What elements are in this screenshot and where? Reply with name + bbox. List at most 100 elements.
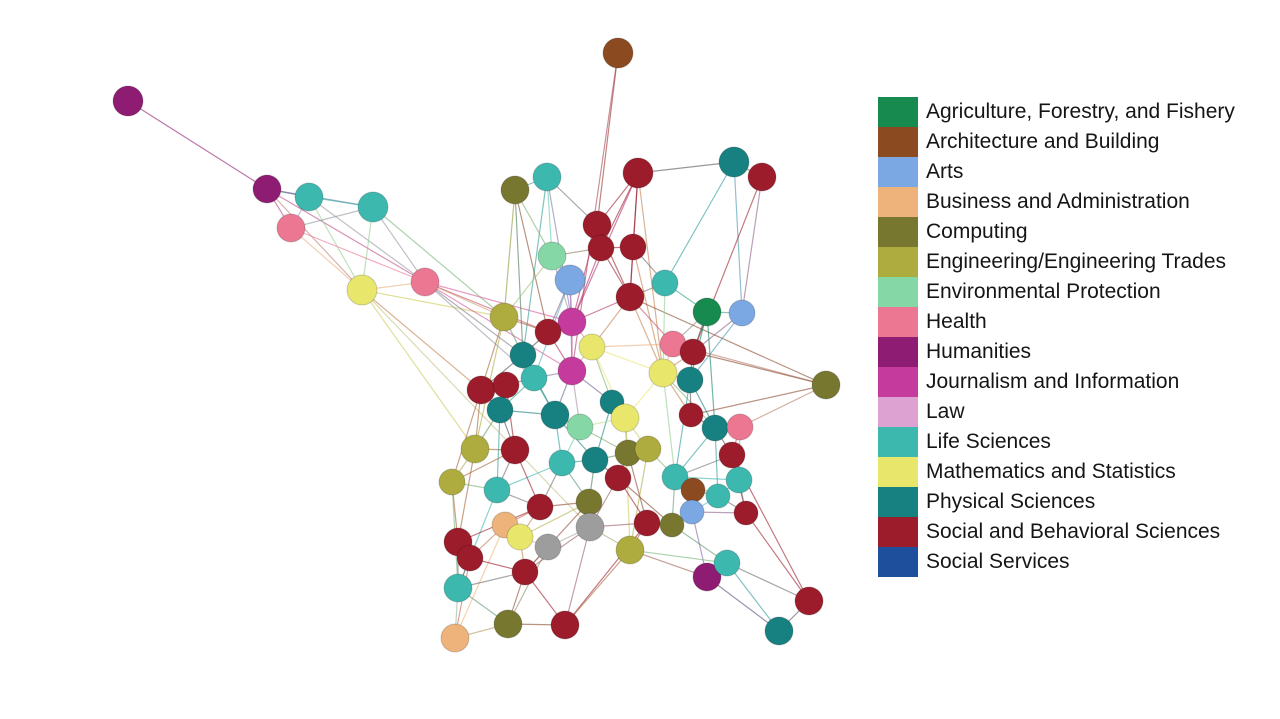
graph-node-environmental-39[interactable] <box>566 413 594 441</box>
graph-node-physical_sciences-46[interactable] <box>581 446 609 474</box>
graph-node-physical_sciences-38[interactable] <box>486 396 514 424</box>
graph-edge <box>726 562 780 632</box>
graph-edge <box>596 52 619 226</box>
graph-node-engineering-28[interactable] <box>489 302 519 332</box>
legend-label: Arts <box>926 160 964 183</box>
graph-node-life_sciences-48[interactable] <box>548 449 576 477</box>
graph-node-humanities-75[interactable] <box>692 562 722 592</box>
graph-node-physical_sciences-78[interactable] <box>764 616 794 646</box>
graph-node-social_behavioral-47[interactable] <box>604 464 632 492</box>
graph-node-engineering-74[interactable] <box>615 535 645 565</box>
graph-node-life_sciences-52[interactable] <box>483 476 511 504</box>
graph-node-social_behavioral-32[interactable] <box>466 375 496 405</box>
graph-node-business-71[interactable] <box>440 623 470 653</box>
graph-node-physical_sciences-37[interactable] <box>540 400 570 430</box>
graph-node-life_sciences-54[interactable] <box>725 466 753 494</box>
legend-label: Social Services <box>926 550 1070 573</box>
graph-node-physical_sciences-8[interactable] <box>718 146 750 178</box>
graph-node-social_behavioral-18[interactable] <box>615 282 645 312</box>
graph-node-computing-22[interactable] <box>811 370 841 400</box>
graph-node-arts-17[interactable] <box>554 264 586 296</box>
graph-node-life_sciences-76[interactable] <box>713 549 741 577</box>
graph-node-environmental-16[interactable] <box>537 241 567 271</box>
graph-node-computing-72[interactable] <box>493 609 523 639</box>
graph-node-life_sciences-56[interactable] <box>705 483 731 509</box>
graph-node-uncategorized-65[interactable] <box>534 533 562 561</box>
graph-node-social_behavioral-73[interactable] <box>550 610 580 640</box>
graph-node-journalism-31[interactable] <box>557 356 587 386</box>
graph-node-mathematics-64[interactable] <box>506 523 534 551</box>
graph-node-engineering-45[interactable] <box>634 435 662 463</box>
graph-node-mathematics-34[interactable] <box>648 358 678 388</box>
legend-swatch-architecture <box>878 127 918 157</box>
graph-node-arts-21[interactable] <box>728 299 756 327</box>
graph-node-computing-60[interactable] <box>659 512 685 538</box>
graph-node-life_sciences-30[interactable] <box>520 364 548 392</box>
graph-edge <box>706 576 780 632</box>
graph-node-social_behavioral-27[interactable] <box>534 318 562 346</box>
graph-node-life_sciences-70[interactable] <box>443 573 473 603</box>
graph-node-engineering-51[interactable] <box>438 468 466 496</box>
graph-edge <box>266 188 363 291</box>
legend-item-architecture: Architecture and Building <box>878 127 1235 157</box>
graph-node-arts-57[interactable] <box>679 499 705 525</box>
legend-item-environmental: Environmental Protection <box>878 277 1235 307</box>
graph-node-life_sciences-11[interactable] <box>532 162 562 192</box>
legend-label: Life Sciences <box>926 430 1051 453</box>
legend-label: Social and Behavioral Sciences <box>926 520 1221 543</box>
graph-node-mathematics-26[interactable] <box>578 333 606 361</box>
graph-node-social_behavioral-33[interactable] <box>492 371 520 399</box>
legend-item-business: Business and Administration <box>878 187 1235 217</box>
legend-item-engineering: Engineering/Engineering Trades <box>878 247 1235 277</box>
graph-edge <box>690 384 827 416</box>
graph-node-life_sciences-3[interactable] <box>294 182 324 212</box>
graph-node-social_behavioral-50[interactable] <box>500 435 530 465</box>
graph-node-life_sciences-19[interactable] <box>651 269 679 297</box>
graph-node-social_behavioral-59[interactable] <box>633 509 661 537</box>
legend-label: Physical Sciences <box>926 490 1096 513</box>
graph-node-mathematics-40[interactable] <box>610 403 640 433</box>
legend-swatch-business <box>878 187 918 217</box>
graph-node-social_behavioral-79[interactable] <box>678 402 704 428</box>
graph-node-life_sciences-53[interactable] <box>661 463 689 491</box>
graph-node-mathematics-6[interactable] <box>346 274 378 306</box>
graph-node-social_behavioral-43[interactable] <box>718 441 746 469</box>
legend-swatch-law <box>878 397 918 427</box>
legend-label: Agriculture, Forestry, and Fishery <box>926 100 1235 123</box>
graph-edge <box>629 296 827 386</box>
graph-node-architecture-1[interactable] <box>602 37 634 69</box>
graph-node-engineering-49[interactable] <box>460 434 490 464</box>
graph-node-physical_sciences-41[interactable] <box>701 414 729 442</box>
graph-node-social_behavioral-14[interactable] <box>587 234 615 262</box>
graph-node-health-5[interactable] <box>276 213 306 243</box>
graph-node-health-42[interactable] <box>726 413 754 441</box>
graph-edge <box>457 448 476 543</box>
graph-node-computing-12[interactable] <box>500 175 530 205</box>
graph-node-social_behavioral-10[interactable] <box>622 157 654 189</box>
graph-node-computing-61[interactable] <box>575 488 603 516</box>
graph-node-architecture-55[interactable] <box>680 477 706 503</box>
graph-node-humanities-0[interactable] <box>112 85 144 117</box>
graph-node-physical_sciences-35[interactable] <box>676 366 704 394</box>
graph-node-social_behavioral-13[interactable] <box>582 210 612 240</box>
graph-node-health-7[interactable] <box>410 267 440 297</box>
graph-node-social_behavioral-15[interactable] <box>619 233 647 261</box>
legend-item-agriculture: Agriculture, Forestry, and Fishery <box>878 97 1235 127</box>
graph-edge <box>361 289 482 391</box>
graph-node-journalism-25[interactable] <box>557 307 587 337</box>
legend-swatch-social_services <box>878 547 918 577</box>
graph-node-social_behavioral-68[interactable] <box>456 544 484 572</box>
graph-node-uncategorized-66[interactable] <box>575 512 605 542</box>
graph-node-agriculture-20[interactable] <box>692 297 722 327</box>
graph-node-social_behavioral-69[interactable] <box>511 558 539 586</box>
graph-edge <box>662 282 666 374</box>
graph-node-social_behavioral-58[interactable] <box>733 500 759 526</box>
graph-node-life_sciences-4[interactable] <box>357 191 389 223</box>
graph-node-social_behavioral-24[interactable] <box>679 338 707 366</box>
graph-node-physical_sciences-29[interactable] <box>509 341 537 369</box>
graph-node-social_behavioral-62[interactable] <box>526 493 554 521</box>
graph-edge <box>591 343 674 348</box>
graph-node-humanities-2[interactable] <box>252 174 282 204</box>
graph-node-social_behavioral-77[interactable] <box>794 586 824 616</box>
graph-node-social_behavioral-9[interactable] <box>747 162 777 192</box>
